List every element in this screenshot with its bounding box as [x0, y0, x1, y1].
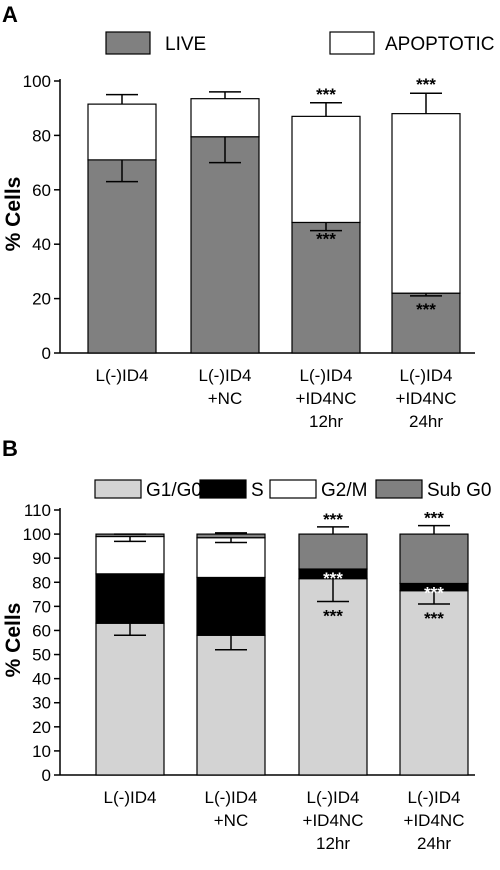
- panel-b-bar-g1-g0-2: [298, 578, 368, 776]
- panel-a-live-annotation-2: ***: [316, 229, 336, 248]
- panel-b-legend-label-3: Sub G0: [427, 480, 491, 501]
- panel-a-category-label-3-2: 24hr: [409, 412, 443, 431]
- panel-a-letter: A: [2, 2, 18, 27]
- panel-b-legend-label-1: S: [251, 480, 264, 501]
- panel-a-category-label-1-1: +NC: [208, 389, 242, 408]
- panel-b-bar-g1-g0-0: [95, 622, 165, 776]
- panel-b-y-tick-label-8: 80: [32, 573, 51, 592]
- panel-a-y-tick-label-1: 20: [32, 290, 51, 309]
- panel-b-bar-g2-m-1: [196, 537, 266, 579]
- panel-b-s-annotation-2: ***: [323, 569, 343, 588]
- panel-b: B G1/G0 S G2/M Sub G0 % Cells 0 10 20 30 40 50 60…: [2, 436, 491, 853]
- panel-a-y-tick-label-3: 60: [32, 181, 51, 200]
- panel-a-legend-swatch-1: [329, 31, 375, 55]
- panel-b-legend-swatch-2: [269, 479, 317, 499]
- panel-a-legend-label-1: APOPTOTIC: [385, 34, 494, 55]
- panel-a-bar-live-0: [87, 159, 157, 354]
- panel-a-bar-live-1: [190, 136, 260, 354]
- panel-a-y-tick-label-0: 0: [42, 344, 51, 363]
- panel-a-y-tick-label-2: 40: [32, 235, 51, 254]
- panel-b-y-tick-label-11: 110: [24, 501, 51, 520]
- panel-a-live-annotation-3: ***: [416, 300, 436, 319]
- panel-a-bar-apoptotic-3: [391, 113, 461, 294]
- panel-a-category-label-2-1: +ID4NC: [296, 389, 357, 408]
- panel-a-bar-apoptotic-0: [87, 103, 157, 161]
- panel-b-bar-sub-g0-3: [399, 533, 469, 585]
- panel-b-y-tick-label-4: 40: [32, 670, 51, 689]
- panel-a: A LIVE APOPTOTIC % Cells 0 20 40 60 80 100 *** *…: [2, 2, 494, 431]
- panel-b-y-tick-label-3: 30: [32, 694, 51, 713]
- panel-b-bar-g1-g0-3: [399, 590, 469, 776]
- panel-b-legend-label-0: G1/G0: [146, 480, 202, 501]
- panel-b-g1-annotation-3: ***: [424, 609, 444, 628]
- panel-b-category-label-0-0: L(-)ID4: [104, 788, 157, 807]
- panel-b-y-tick-label-7: 70: [32, 597, 51, 616]
- panel-b-subg0-annotation-2: ***: [323, 510, 343, 529]
- panel-b-category-label-2-2: 12hr: [316, 834, 350, 853]
- panel-b-y-tick-label-2: 20: [32, 718, 51, 737]
- panel-b-plot: 0 10 20 30 40 50 60 70 80 90 100 110 *** *** *** *** ***…: [23, 501, 475, 853]
- panel-b-legend-swatch-0: [94, 479, 142, 499]
- panel-a-category-label-2-0: L(-)ID4: [300, 366, 353, 385]
- panel-b-y-tick-label-9: 90: [32, 549, 51, 568]
- panel-b-s-annotation-3: ***: [424, 583, 444, 602]
- panel-a-category-label-3-1: +ID4NC: [396, 389, 457, 408]
- panel-b-letter: B: [2, 436, 18, 461]
- panel-b-y-tick-label-1: 10: [32, 742, 51, 761]
- panel-a-category-label-0-0: L(-)ID4: [96, 366, 149, 385]
- panel-a-legend: LIVE APOPTOTIC: [105, 31, 494, 55]
- panel-a-bar-apoptotic-2: [291, 115, 361, 224]
- panel-b-legend: G1/G0 S G2/M Sub G0: [94, 479, 491, 501]
- panel-a-legend-label-0: LIVE: [165, 34, 206, 55]
- panel-a-category-label-2-2: 12hr: [309, 412, 343, 431]
- panel-b-g1-annotation-2: ***: [323, 607, 343, 626]
- panel-b-bar-g2-m-0: [95, 535, 165, 575]
- panel-a-bar-live-3: [391, 292, 461, 354]
- panel-a-category-label-3-0: L(-)ID4: [400, 366, 453, 385]
- panel-b-category-label-3-0: L(-)ID4: [408, 788, 461, 807]
- panel-b-legend-swatch-3: [375, 479, 423, 499]
- panel-a-y-tick-label-5: 100: [23, 72, 51, 91]
- panel-b-y-tick-label-10: 100: [23, 525, 51, 544]
- panel-a-y-axis-label: % Cells: [2, 177, 25, 252]
- panel-b-category-label-1-0: L(-)ID4: [205, 788, 258, 807]
- panel-a-bar-live-2: [291, 221, 361, 354]
- panel-b-y-axis-label: % Cells: [2, 603, 25, 678]
- panel-a-apoptotic-annotation-3: ***: [416, 75, 436, 94]
- panel-b-category-label-2-1: +ID4NC: [303, 811, 364, 830]
- panel-b-y-tick-label-6: 60: [32, 621, 51, 640]
- panel-b-legend-swatch-1: [199, 479, 247, 499]
- panel-a-plot: 0 20 40 60 80 100 *** *** *** *** L(-)ID4 L(-)ID4 +N…: [23, 72, 475, 431]
- panel-b-category-label-3-2: 24hr: [417, 834, 451, 853]
- panel-b-bar-g1-g0-1: [196, 634, 266, 776]
- panel-b-y-tick-label-0: 0: [42, 766, 51, 785]
- panel-a-bar-apoptotic-1: [190, 98, 260, 138]
- panel-b-category-label-2-0: L(-)ID4: [307, 788, 360, 807]
- panel-a-y-tick-label-4: 80: [32, 126, 51, 145]
- panel-b-bar-sub-g0-1: [196, 533, 266, 539]
- panel-a-legend-swatch-0: [105, 31, 151, 55]
- panel-b-bar-s-1: [196, 576, 266, 636]
- panel-b-y-tick-label-5: 50: [32, 646, 51, 665]
- panel-b-subg0-annotation-3: ***: [424, 509, 444, 528]
- panel-a-category-label-1-0: L(-)ID4: [199, 366, 252, 385]
- panel-b-category-label-1-1: +NC: [214, 811, 248, 830]
- panel-b-bar-sub-g0-2: [298, 533, 368, 570]
- panel-b-category-label-3-1: +ID4NC: [404, 811, 465, 830]
- panel-a-apoptotic-annotation-2: ***: [316, 85, 336, 104]
- panel-b-bar-s-0: [95, 573, 165, 624]
- panel-b-legend-label-2: G2/M: [321, 480, 367, 501]
